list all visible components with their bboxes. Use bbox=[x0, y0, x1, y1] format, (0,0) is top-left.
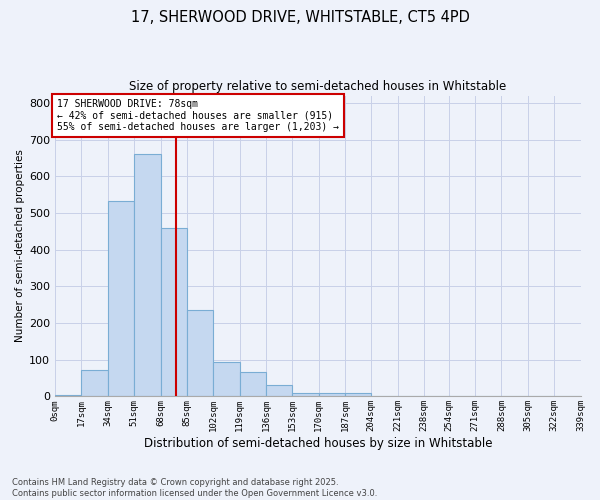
Bar bbox=[187, 310, 213, 396]
Bar bbox=[319, 393, 345, 396]
Bar bbox=[55, 394, 82, 396]
Bar bbox=[134, 154, 161, 396]
Text: 17 SHERWOOD DRIVE: 78sqm
← 42% of semi-detached houses are smaller (915)
55% of : 17 SHERWOOD DRIVE: 78sqm ← 42% of semi-d… bbox=[57, 99, 339, 132]
Bar bbox=[266, 384, 292, 396]
Text: 17, SHERWOOD DRIVE, WHITSTABLE, CT5 4PD: 17, SHERWOOD DRIVE, WHITSTABLE, CT5 4PD bbox=[131, 10, 469, 25]
Text: Contains HM Land Registry data © Crown copyright and database right 2025.
Contai: Contains HM Land Registry data © Crown c… bbox=[12, 478, 377, 498]
Bar bbox=[292, 393, 319, 396]
Bar bbox=[82, 370, 108, 396]
Title: Size of property relative to semi-detached houses in Whitstable: Size of property relative to semi-detach… bbox=[129, 80, 506, 93]
Bar bbox=[213, 362, 239, 396]
Y-axis label: Number of semi-detached properties: Number of semi-detached properties bbox=[15, 150, 25, 342]
X-axis label: Distribution of semi-detached houses by size in Whitstable: Distribution of semi-detached houses by … bbox=[143, 437, 492, 450]
Bar bbox=[239, 372, 266, 396]
Bar bbox=[345, 394, 371, 396]
Bar bbox=[161, 228, 187, 396]
Bar bbox=[108, 201, 134, 396]
